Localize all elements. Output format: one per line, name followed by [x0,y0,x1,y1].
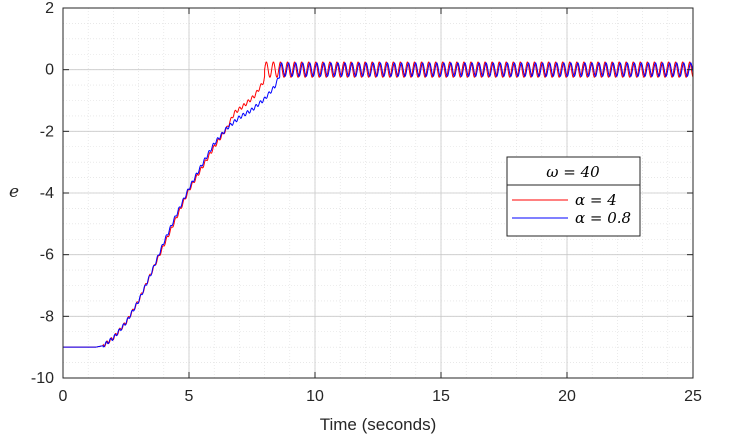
y-tick-label: -4 [40,185,54,202]
x-tick-label: 5 [185,388,194,405]
y-tick-label: -2 [40,123,54,140]
x-tick-label: 15 [432,388,450,405]
x-tick-label: 10 [306,388,324,405]
y-tick-label: 0 [45,62,54,79]
y-axis-label: e [9,182,19,202]
legend: ω = 40 α = 4 α = 0.8 [506,156,641,237]
legend-label-series-2: α = 0.8 [575,209,631,227]
x-axis-label: Time (seconds) [320,415,437,434]
y-tick-label: -6 [40,247,54,264]
y-tick-label: 2 [45,0,54,17]
legend-label-series-1: α = 4 [575,191,617,209]
series-line-2 [63,62,693,348]
series-layer [63,61,693,348]
x-tick-label: 0 [59,388,68,405]
x-tick-label: 25 [684,388,702,405]
legend-title: ω = 40 [546,163,600,181]
ticks [62,7,694,379]
legend-box [506,156,641,237]
y-tick-label: -8 [40,308,54,325]
y-tick-label: -10 [31,370,54,387]
x-tick-label: 20 [558,388,576,405]
tick-labels: 0 5 10 15 20 25 -10 -8 -6 -4 -2 0 2 [31,0,702,405]
